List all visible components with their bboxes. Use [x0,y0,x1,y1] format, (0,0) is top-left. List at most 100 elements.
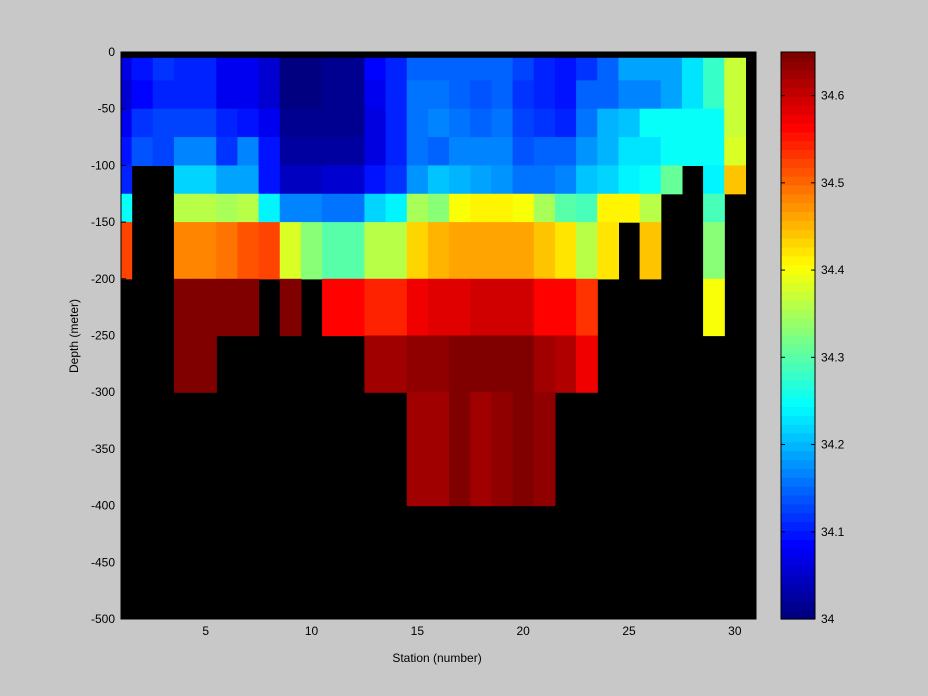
heatmap-cell [449,278,471,337]
x-axis-ticks: 5 10 15 20 25 30 [202,614,742,638]
heatmap-cell [300,165,323,195]
colorbar-segment [781,610,815,620]
heatmap-cell [131,80,154,110]
heatmap-cell [703,57,725,81]
colorbar-segment [781,60,815,71]
heatmap-cell [364,165,387,195]
heatmap-cell [343,137,366,166]
colorbar-segment [781,424,815,434]
heatmap-cell [724,165,747,195]
heatmap-cell [121,193,133,223]
heatmap-cell [470,165,493,195]
heatmap-cell [195,335,217,393]
heatmap-cell [576,108,598,138]
heatmap-cell [427,278,450,337]
heatmap-cell [597,80,620,110]
heatmap-cell [216,137,239,166]
heatmap-cell [300,57,323,81]
heatmap-cell [660,108,683,138]
heatmap-cell [364,57,387,81]
heatmap-cell [639,222,662,280]
heatmap-cell [427,108,450,138]
heatmap-cell [343,80,366,110]
heatmap-cell [618,165,641,195]
heatmap-cell [173,278,196,337]
y-axis-ticks: 0 -50 -100 -150 -200 -250 -300 -350 -400 -450 -500 [91,45,126,626]
colorbar-segment [781,592,815,602]
heatmap-cell [216,222,239,280]
heatmap-cell [300,137,323,166]
heatmap-cell [427,193,450,223]
heatmap-cell [597,137,620,166]
heatmap-cell [195,222,217,280]
heatmap-cell [343,193,366,223]
heatmap-cell [322,222,344,280]
heatmap-cell [618,137,641,166]
colorbar-segment [781,114,815,124]
colorbar-segment [781,486,815,496]
y-tick-label: -350 [91,442,115,456]
heatmap-cell [427,335,450,393]
heatmap-cell [343,108,366,138]
colorbar-segment [781,291,815,301]
heatmap-cell [173,222,196,280]
heatmap-cell [322,278,344,337]
colorbar-segment [781,335,815,345]
heatmap-cell [300,193,323,223]
heatmap-cell [427,137,450,166]
heatmap-cell [279,278,302,337]
heatmap-cell [237,278,260,337]
heatmap-cell [491,108,514,138]
heatmap-cell [533,108,556,138]
y-axis-label: Depth (meter) [67,299,81,373]
heatmap-cell [237,165,260,195]
heatmap-cell [512,335,535,393]
heatmap-cell [470,137,493,166]
heatmap-cell [491,57,514,81]
heatmap-cell [279,165,302,195]
heatmap-cell [385,335,408,393]
heatmap-cell [406,108,429,138]
heatmap-cell [512,57,535,81]
colorbar-segment [781,432,815,443]
heatmap-cell [427,57,450,81]
heatmap-cell [173,137,196,166]
heatmap-cell [512,392,535,450]
heatmap-cell [237,137,260,166]
heatmap-cell [512,165,535,195]
heatmap-cell [427,392,450,450]
heatmap-cell [639,57,662,81]
heatmap-cell [449,193,471,223]
colorbar-segment [781,149,815,159]
heatmap-cell [512,222,535,280]
heatmap-cell [449,80,471,110]
heatmap-cell [195,57,217,81]
y-tick-label: -400 [91,499,115,513]
colorbar-segment [781,388,815,399]
heatmap-cell [406,335,429,393]
colorbar-segment [781,344,815,354]
colorbar-segment [781,539,815,549]
heatmap-cell [597,193,620,223]
heatmap-cell [554,335,577,393]
heatmap-cell [491,193,514,223]
colorbar-segment [781,264,815,275]
y-tick-label: -450 [91,555,115,569]
heatmap-cell [385,80,408,110]
heatmap-cell [364,193,387,223]
x-tick-label: 10 [305,624,319,638]
colorbar-segment [781,282,815,292]
heatmap-cell [343,222,366,280]
heatmap-cell [639,80,662,110]
colorbar-tick-label: 34.3 [821,350,845,364]
x-tick-label: 30 [728,624,742,638]
heatmap-cell [470,448,493,507]
heatmap-cell [512,80,535,110]
heatmap-cell [533,193,556,223]
x-tick-label: 20 [516,624,530,638]
heatmap-cell [406,193,429,223]
heatmap-cell [533,222,556,280]
heatmap-cell [216,278,239,337]
heatmap-cell [216,108,239,138]
